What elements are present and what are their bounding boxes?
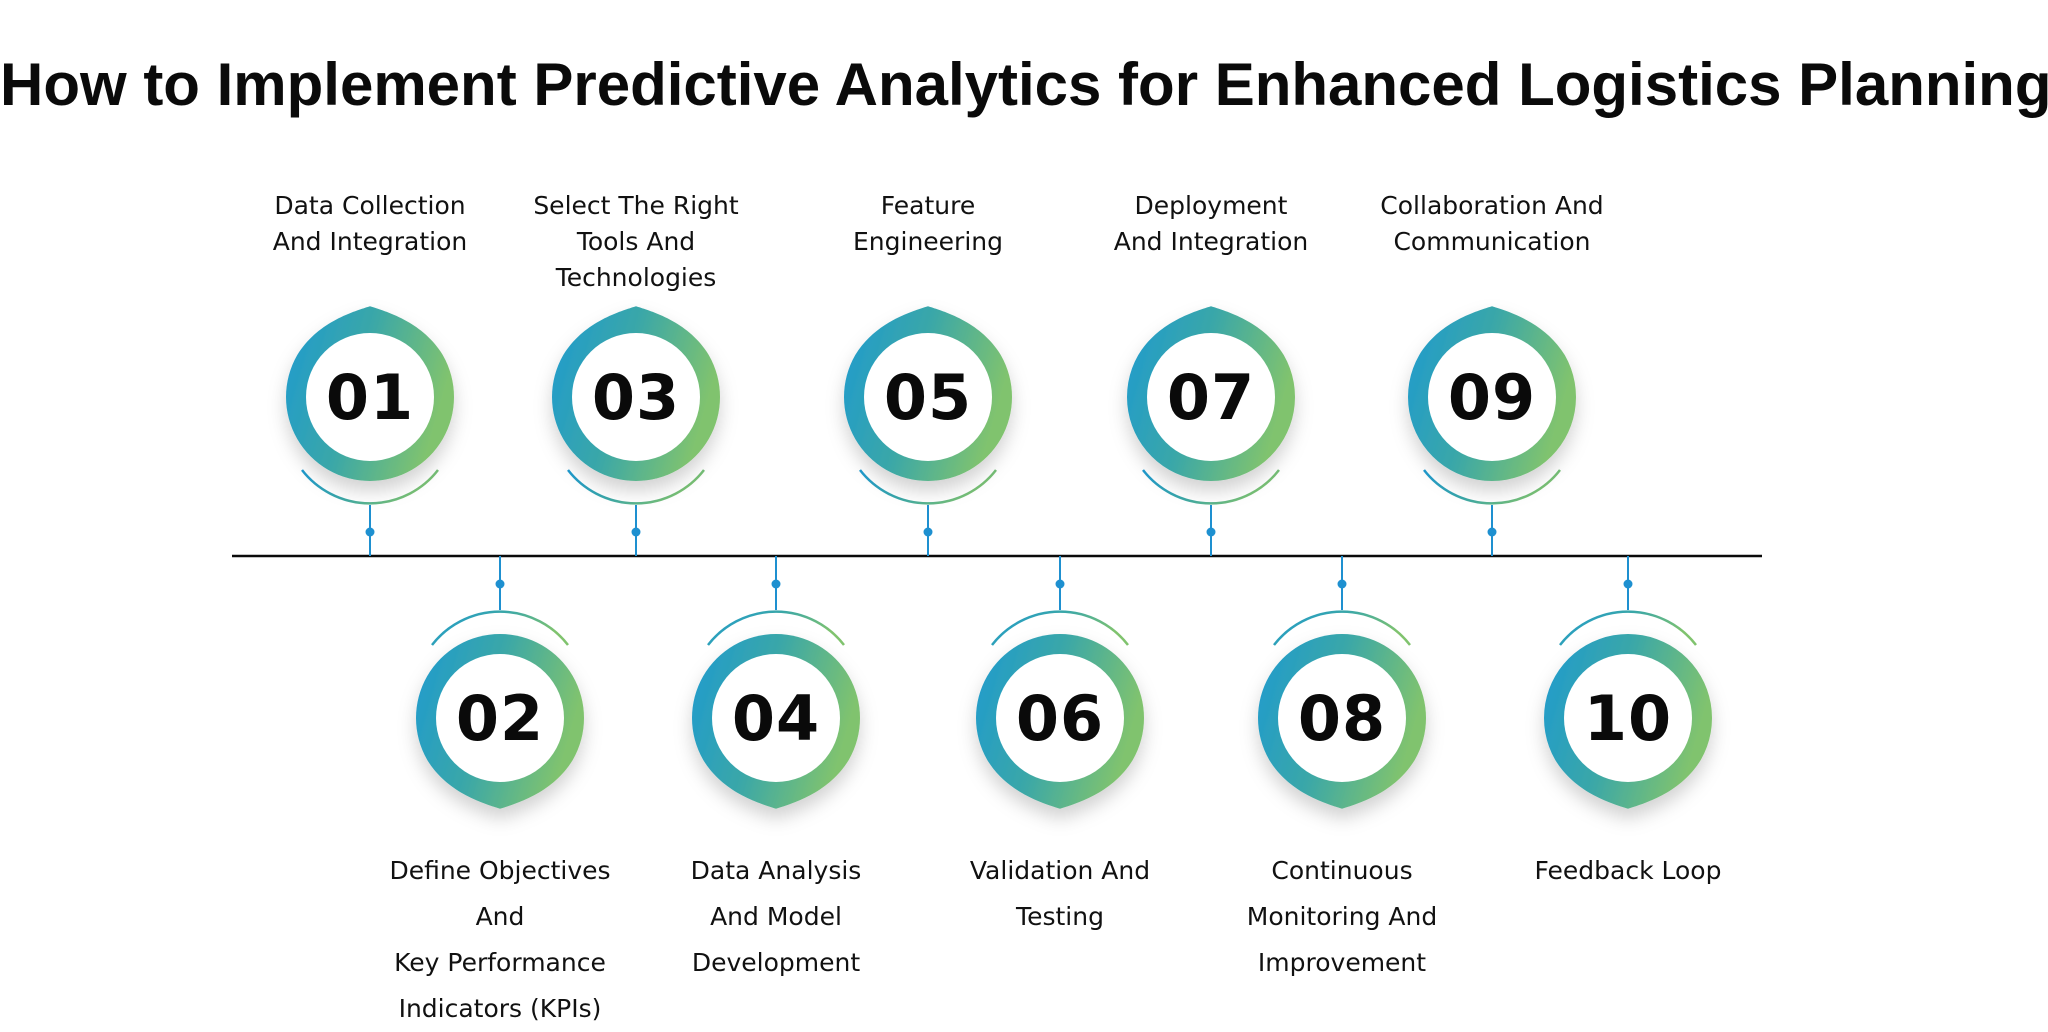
accent-arc — [1423, 469, 1561, 505]
page-title: How to Implement Predictive Analytics fo… — [0, 51, 2048, 118]
connector-dot — [1487, 527, 1497, 537]
step-number: 09 — [1448, 361, 1536, 434]
step-inner-circle — [1564, 654, 1692, 782]
accent-arc — [431, 610, 569, 646]
step-inner-circle — [996, 654, 1124, 782]
accent-arc — [1559, 610, 1697, 646]
step-label: Define Objectives And Key Performance In… — [389, 856, 611, 1023]
step-01: 01 — [286, 306, 454, 556]
step-label: Data Collection And Integration — [272, 191, 468, 256]
accent-arc — [1273, 610, 1411, 646]
step-number: 04 — [732, 682, 820, 755]
accent-arc — [1142, 469, 1280, 505]
step-02: 02 — [416, 556, 584, 809]
step-number: 02 — [456, 682, 544, 755]
step-inner-circle — [712, 654, 840, 782]
step-label: Feedback Loop — [1534, 856, 1722, 885]
step-05: 05 — [843, 306, 1012, 556]
connector-dot — [495, 579, 505, 589]
step-07: 07 — [1127, 306, 1296, 556]
step-inner-circle — [1428, 333, 1556, 461]
connector-dot — [365, 527, 375, 537]
connector-dot — [1623, 579, 1633, 589]
step-number: 03 — [592, 361, 680, 434]
step-number: 10 — [1584, 682, 1672, 755]
step-inner-circle — [1278, 654, 1406, 782]
connector-dot — [1337, 579, 1347, 589]
step-03: 03 — [551, 306, 720, 556]
step-label: Continuous Monitoring And Improvement — [1246, 856, 1438, 977]
step-label: Feature Engineering — [853, 191, 1003, 256]
connector-dot — [1206, 527, 1216, 537]
step-label: Deployment And Integration — [1113, 191, 1309, 256]
step-inner-circle — [572, 333, 700, 461]
connector-dot — [771, 579, 781, 589]
step-number: 07 — [1167, 361, 1255, 434]
accent-arc — [567, 469, 705, 505]
step-inner-circle — [864, 333, 992, 461]
step-label: Validation And Testing — [969, 856, 1151, 931]
step-inner-circle — [1147, 333, 1275, 461]
step-06: 06 — [975, 556, 1144, 809]
accent-arc — [859, 469, 997, 505]
step-number: 08 — [1298, 682, 1386, 755]
step-label: Collaboration And Communication — [1380, 191, 1604, 256]
accent-arc — [707, 610, 845, 646]
step-08: 08 — [1258, 556, 1426, 809]
step-09: 09 — [1408, 306, 1577, 556]
step-number: 06 — [1016, 682, 1104, 755]
step-number: 01 — [326, 361, 414, 434]
step-10: 10 — [1544, 556, 1712, 809]
step-label: Select The Right Tools And Technologies — [533, 191, 739, 292]
step-inner-circle — [306, 333, 434, 461]
step-04: 04 — [692, 556, 860, 809]
connector-dot — [923, 527, 933, 537]
connector-dot — [631, 527, 641, 537]
accent-arc — [301, 469, 439, 505]
connector-dot — [1055, 579, 1065, 589]
accent-arc — [991, 610, 1129, 646]
step-label: Data Analysis And Model Development — [690, 856, 862, 977]
step-inner-circle — [436, 654, 564, 782]
step-number: 05 — [884, 361, 972, 434]
